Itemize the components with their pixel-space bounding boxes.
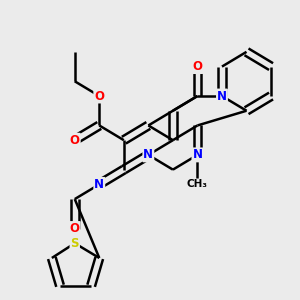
Text: S: S [70,237,79,250]
Text: CH₃: CH₃ [187,179,208,189]
Text: N: N [192,148,203,161]
Text: N: N [217,89,227,103]
Text: N: N [94,178,104,191]
Text: O: O [192,60,203,73]
Text: N: N [143,148,153,161]
Text: O: O [70,134,80,147]
Text: O: O [70,222,80,235]
Text: O: O [94,89,104,103]
